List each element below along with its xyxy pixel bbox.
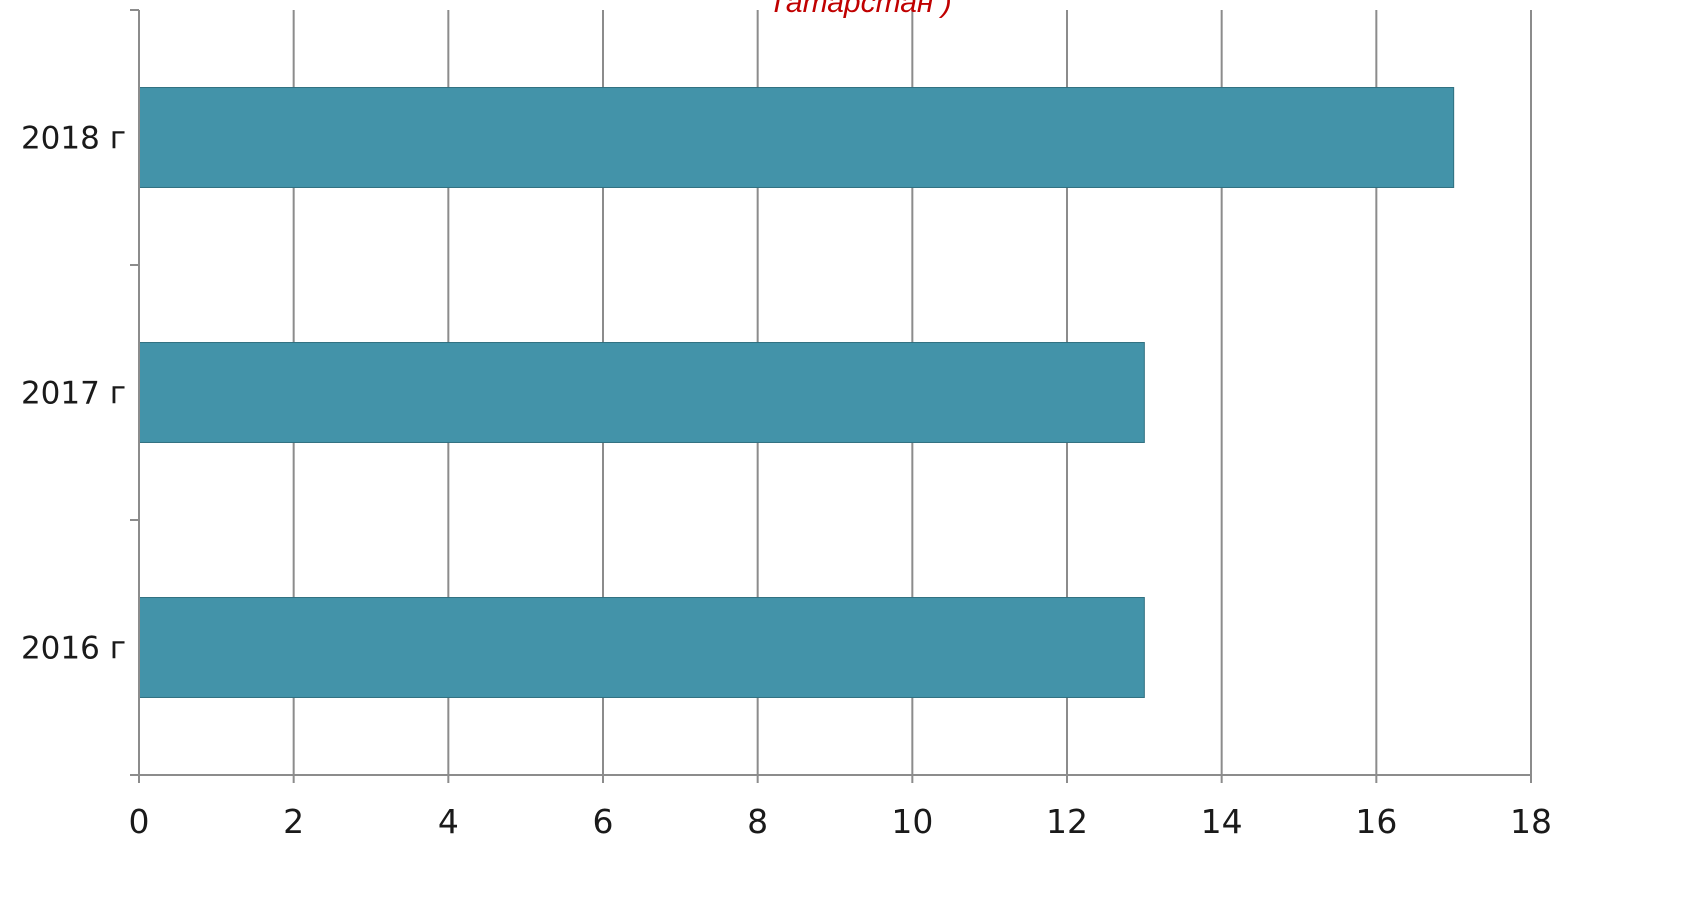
- labels: 0 2 4 6 8 10 12 14 16 18 2018 г 2017 г 2016 г: [21, 121, 1552, 842]
- x-tick-label-6: 12: [1046, 802, 1088, 841]
- category-label-2: 2016 г: [21, 631, 126, 667]
- x-tick-label-8: 16: [1355, 802, 1397, 841]
- x-tick-label-0: 0: [129, 802, 150, 841]
- x-tick-label-2: 4: [438, 802, 459, 841]
- x-tick-label-9: 18: [1510, 802, 1552, 841]
- x-tick-label-7: 14: [1201, 802, 1243, 841]
- bar-0: [138, 87, 1455, 188]
- category-label-1: 2017 г: [21, 376, 126, 412]
- bar-2: [138, 597, 1145, 698]
- x-tick-label-5: 10: [891, 802, 933, 841]
- chart-title: Татарстан ): [768, 0, 952, 19]
- x-tick-label-4: 8: [747, 802, 768, 841]
- bars: [138, 87, 1455, 698]
- category-label-0: 2018 г: [21, 121, 126, 157]
- axes: [130, 9, 1532, 783]
- x-tick-label-1: 2: [283, 802, 304, 841]
- bar-1: [138, 342, 1145, 443]
- x-tick-label-3: 6: [593, 802, 614, 841]
